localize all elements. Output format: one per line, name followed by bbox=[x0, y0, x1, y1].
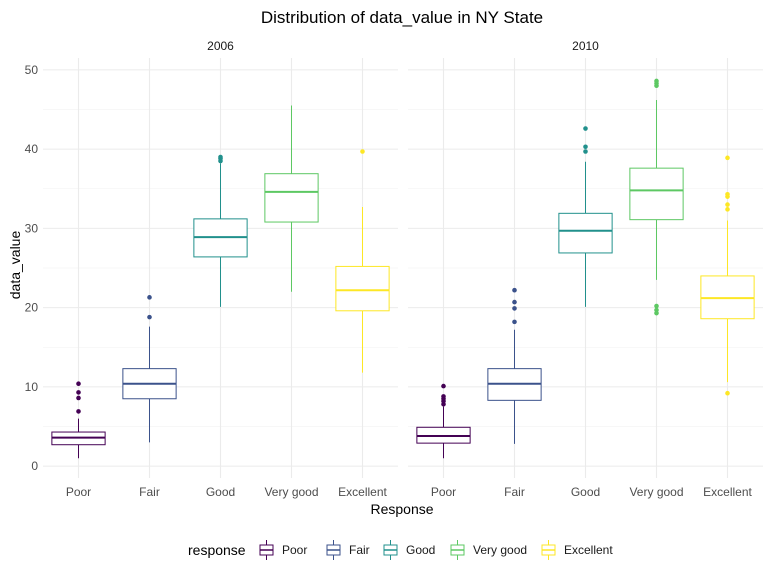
panel-2006: 2006 Poor Fair Good Very good Excellent bbox=[43, 39, 398, 499]
x-tick-label: Excellent bbox=[338, 485, 387, 499]
box-fair bbox=[487, 287, 542, 444]
y-tick-label: 20 bbox=[25, 301, 39, 315]
outlier-point bbox=[76, 395, 81, 401]
box-iqr bbox=[335, 265, 390, 312]
legend: response Poor Fair Good Very good Excellent bbox=[188, 540, 613, 560]
x-tick-label: Poor bbox=[66, 485, 91, 499]
x-tick-label: Fair bbox=[504, 485, 525, 499]
legend-label: Excellent bbox=[564, 543, 613, 557]
outlier-point bbox=[654, 310, 659, 316]
outlier-point bbox=[725, 207, 730, 212]
x-tick-label: Poor bbox=[431, 485, 456, 499]
outlier-point bbox=[147, 295, 152, 300]
outlier-point bbox=[76, 390, 81, 395]
x-tick-label: Excellent bbox=[703, 485, 752, 499]
outlier-point bbox=[441, 383, 446, 389]
outlier-point bbox=[725, 202, 730, 207]
box-very-good bbox=[264, 105, 319, 292]
legend-item-poor: Poor bbox=[259, 540, 307, 560]
box-poor bbox=[51, 381, 106, 459]
box-fair bbox=[122, 295, 177, 443]
outlier-point bbox=[360, 149, 365, 154]
outlier-point bbox=[218, 154, 223, 160]
outlier-point bbox=[512, 306, 517, 311]
outlier-point bbox=[512, 299, 517, 305]
x-tick-label: Good bbox=[206, 485, 235, 499]
x-tick-label: Good bbox=[571, 485, 600, 499]
legend-item-fair: Fair bbox=[326, 540, 370, 560]
y-tick-label: 30 bbox=[25, 221, 39, 235]
y-tick-label: 50 bbox=[25, 63, 39, 77]
outlier-point bbox=[725, 155, 730, 161]
outlier-point bbox=[441, 402, 446, 407]
outlier-point bbox=[147, 314, 152, 320]
box-excellent bbox=[700, 155, 755, 396]
y-axis-title: data_value bbox=[7, 231, 23, 300]
panel-2010: 2010 Poor Fair Good Very good Excellent bbox=[408, 39, 763, 499]
chart-title: Distribution of data_value in NY State bbox=[261, 8, 543, 27]
x-tick-label: Very good bbox=[629, 485, 683, 499]
y-tick-label: 0 bbox=[31, 459, 38, 473]
box-iqr bbox=[629, 167, 684, 221]
outlier-point bbox=[654, 307, 659, 313]
outlier-point bbox=[76, 409, 81, 414]
outlier-point bbox=[441, 394, 446, 399]
legend-item-very-good: Very good bbox=[450, 540, 527, 560]
outlier-point bbox=[725, 390, 730, 396]
outlier-point bbox=[512, 287, 517, 293]
box-iqr bbox=[558, 212, 613, 254]
box-good bbox=[193, 154, 248, 307]
strip-label-2006: 2006 bbox=[207, 39, 234, 53]
box-iqr bbox=[264, 173, 319, 223]
outlier-point bbox=[76, 381, 81, 386]
x-axis-title: Response bbox=[370, 501, 433, 517]
legend-label: Fair bbox=[349, 543, 370, 557]
legend-label: Good bbox=[406, 543, 435, 557]
y-axis: 0 10 20 30 40 50 bbox=[25, 63, 39, 473]
facet-panels: 2006 Poor Fair Good Very good Excellent 2010 Po… bbox=[43, 39, 763, 499]
legend-label: Poor bbox=[282, 543, 307, 557]
box-good bbox=[558, 126, 613, 307]
outlier-point bbox=[654, 303, 659, 309]
outlier-point bbox=[512, 319, 517, 325]
outlier-point bbox=[654, 78, 659, 84]
x-tick-label: Fair bbox=[139, 485, 160, 499]
strip-label-2010: 2010 bbox=[572, 39, 599, 53]
y-tick-label: 40 bbox=[25, 142, 39, 156]
legend-title: response bbox=[188, 542, 246, 558]
y-tick-label: 10 bbox=[25, 380, 39, 394]
outlier-point bbox=[583, 126, 588, 131]
x-tick-label: Very good bbox=[264, 485, 318, 499]
legend-item-good: Good bbox=[383, 540, 435, 560]
outlier-point bbox=[583, 144, 588, 150]
box-poor bbox=[416, 383, 471, 459]
legend-label: Very good bbox=[473, 543, 527, 557]
legend-item-excellent: Excellent bbox=[541, 540, 613, 560]
outlier-point bbox=[583, 149, 588, 154]
outlier-point bbox=[725, 192, 730, 197]
box-excellent bbox=[335, 149, 390, 373]
box-very-good bbox=[629, 78, 684, 316]
